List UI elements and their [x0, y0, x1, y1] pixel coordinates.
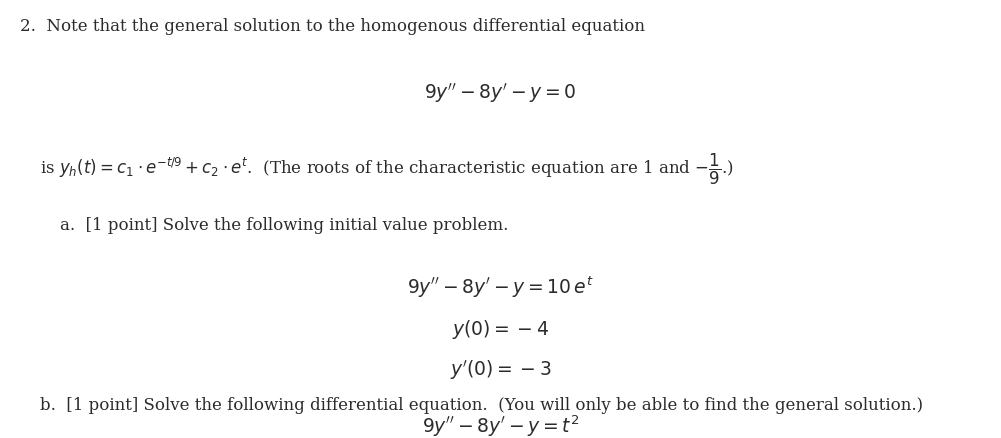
Text: is $y_h(t) = c_1 \cdot e^{-t/9} + c_2 \cdot e^{t}$.  (The roots of the character: is $y_h(t) = c_1 \cdot e^{-t/9} + c_2 \c… — [40, 151, 741, 186]
Text: $9y'' - 8y' - y = 0$: $9y'' - 8y' - y = 0$ — [424, 81, 577, 105]
Text: $9y'' - 8y' - y = t^{2}$: $9y'' - 8y' - y = t^{2}$ — [421, 413, 580, 438]
Text: $9y'' - 8y' - y = 10\,e^{t}$: $9y'' - 8y' - y = 10\,e^{t}$ — [407, 274, 594, 299]
Text: a.  [1 point] Solve the following initial value problem.: a. [1 point] Solve the following initial… — [60, 217, 509, 234]
Text: b.  [1 point] Solve the following differential equation.  (You will only be able: b. [1 point] Solve the following differe… — [40, 396, 923, 413]
Text: $y'(0) = -3$: $y'(0) = -3$ — [449, 357, 552, 381]
Text: $y(0) = -4$: $y(0) = -4$ — [452, 318, 549, 340]
Text: 2.  Note that the general solution to the homogenous differential equation: 2. Note that the general solution to the… — [20, 18, 645, 35]
